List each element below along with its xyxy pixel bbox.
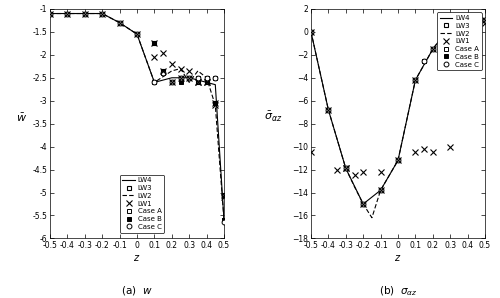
X-axis label: $z$: $z$ bbox=[134, 253, 140, 263]
Y-axis label: $\bar{w}$: $\bar{w}$ bbox=[16, 111, 27, 124]
Legend: LW4, LW3, LW2, LW1, Case A, Case B, Case C: LW4, LW3, LW2, LW1, Case A, Case B, Case… bbox=[437, 13, 482, 70]
Legend: LW4, LW3, LW2, LW1, Case A, Case B, Case C: LW4, LW3, LW2, LW1, Case A, Case B, Case… bbox=[120, 175, 164, 233]
Text: (b)  $\sigma_{\alpha z}$: (b) $\sigma_{\alpha z}$ bbox=[378, 284, 418, 298]
X-axis label: $z$: $z$ bbox=[394, 253, 402, 263]
Y-axis label: $\bar{\sigma}_{\alpha z}$: $\bar{\sigma}_{\alpha z}$ bbox=[264, 110, 282, 124]
Text: (a)  $w$: (a) $w$ bbox=[121, 284, 153, 297]
